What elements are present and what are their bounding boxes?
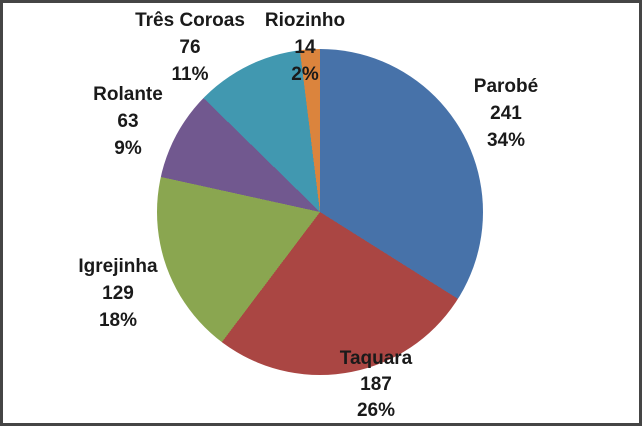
pie-label-rolante-name: Rolante bbox=[93, 84, 163, 105]
pie-label-taquara-pct: 26% bbox=[356, 400, 396, 421]
pie-label-rolante-pct: 9% bbox=[114, 138, 142, 159]
pie-label-tres-coroas-pct: 11% bbox=[171, 64, 209, 85]
pie-label-igrejinha: Igrejinha 129 18% bbox=[78, 253, 157, 334]
pie-label-taquara-name: Taquara bbox=[339, 348, 413, 369]
pie-label-tres-coroas-value: 76 bbox=[179, 37, 201, 58]
pie-label-tres-coroas: Três Coroas 76 11% bbox=[135, 7, 245, 88]
pie-label-igrejinha-pct: 18% bbox=[98, 310, 138, 331]
pie-label-riozinho: Riozinho 14 2% bbox=[265, 7, 345, 88]
pie-label-taquara: Taquara 187 26% bbox=[339, 346, 413, 423]
pie-label-riozinho-value: 14 bbox=[294, 37, 316, 58]
pie-label-rolante-value: 63 bbox=[117, 111, 139, 132]
pie-label-riozinho-name: Riozinho bbox=[264, 10, 346, 31]
pie-label-igrejinha-value: 129 bbox=[102, 283, 134, 304]
pie-label-parobe-pct: 34% bbox=[486, 130, 526, 151]
pie-label-taquara-value: 187 bbox=[360, 374, 392, 395]
pie-label-igrejinha-name: Igrejinha bbox=[78, 256, 158, 277]
pie-label-tres-coroas-name: Três Coroas bbox=[135, 10, 245, 31]
pie-label-parobe-name: Parobé bbox=[473, 76, 539, 97]
pie-label-parobe-value: 241 bbox=[490, 103, 522, 124]
pie-chart bbox=[157, 49, 483, 375]
pie-label-parobe: Parobé 241 34% bbox=[474, 73, 538, 154]
pie-label-riozinho-pct: 2% bbox=[291, 64, 319, 85]
pie-label-rolante: Rolante 63 9% bbox=[93, 81, 163, 162]
